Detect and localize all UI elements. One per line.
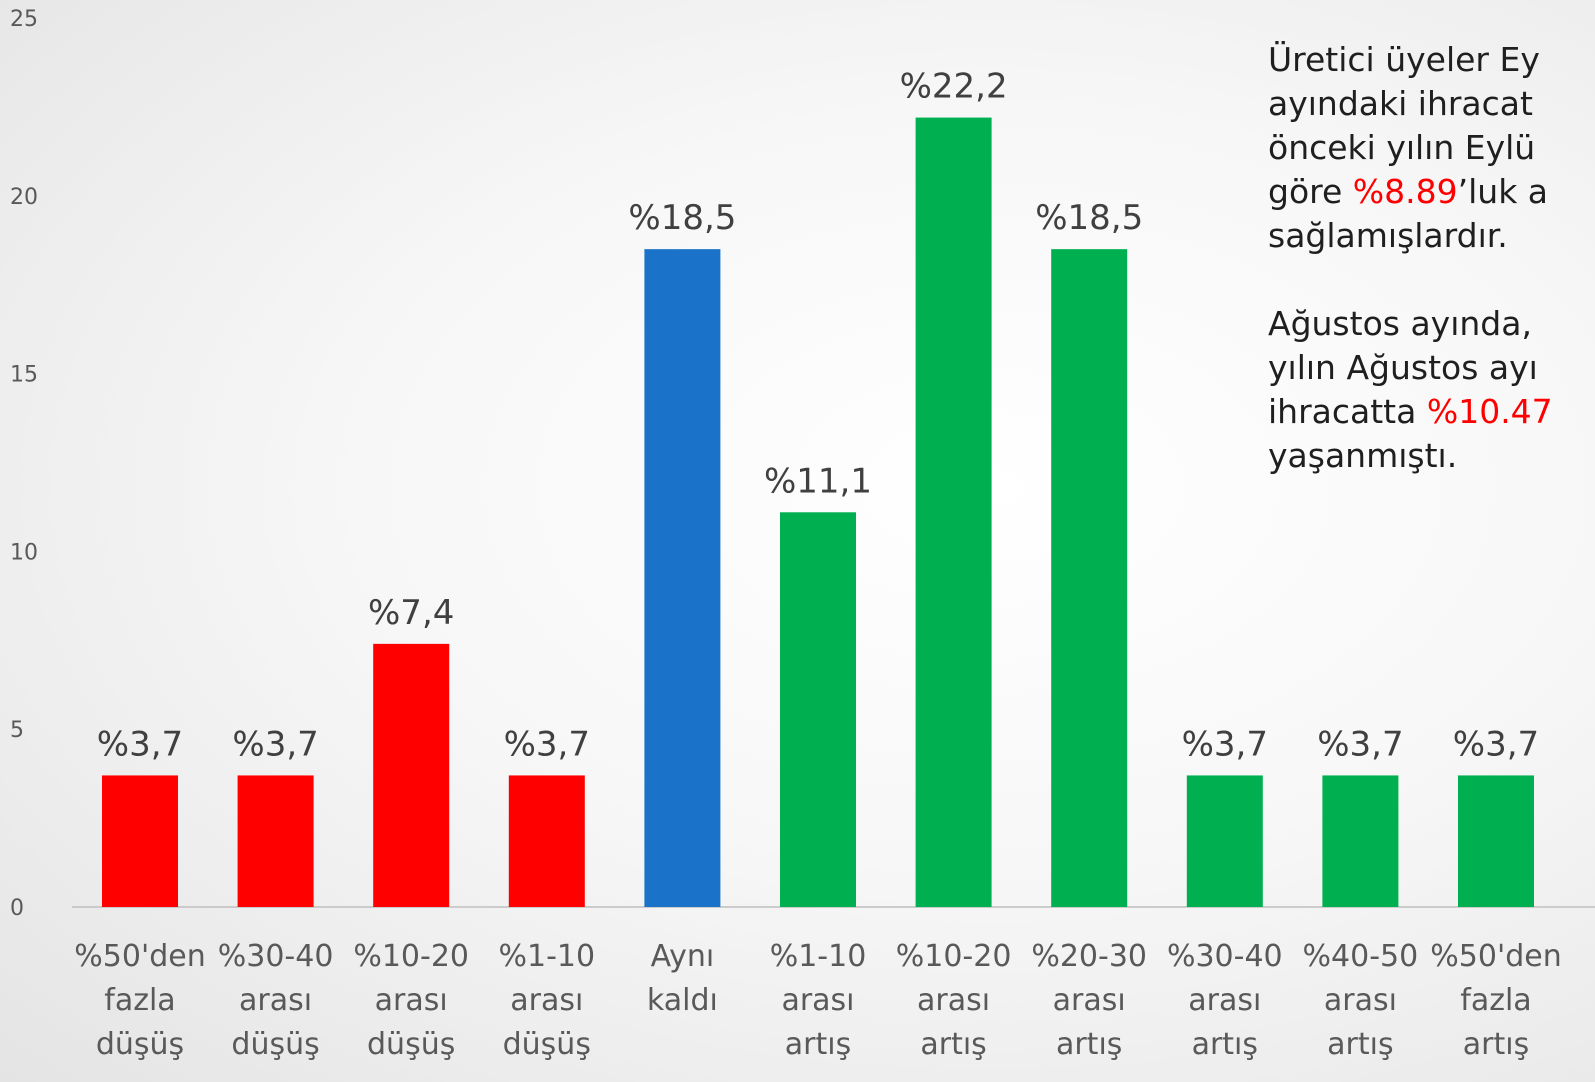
x-tick-label-line: arası bbox=[239, 983, 312, 1018]
x-tick-label-line: %10-20 bbox=[896, 939, 1012, 974]
data-label: %3,7 bbox=[1317, 724, 1403, 764]
bar bbox=[915, 117, 992, 908]
data-label: %18,5 bbox=[628, 198, 736, 238]
commentary-text: Üretici üyeler Ey ayındaki ihracat öncek… bbox=[1268, 38, 1595, 522]
x-tick-label-line: fazla bbox=[104, 983, 175, 1018]
x-tick-label-line: düşüş bbox=[503, 1027, 591, 1062]
x-tick-label: %30-40 arası düşüş bbox=[218, 939, 334, 1062]
data-label: %11,1 bbox=[764, 461, 872, 501]
bar bbox=[1322, 775, 1399, 907]
y-tick-label: 15 bbox=[10, 363, 38, 388]
data-label: %3,7 bbox=[504, 724, 590, 764]
x-tick-label-line: %40-50 bbox=[1303, 939, 1419, 974]
x-tick-label-line: %10-20 bbox=[353, 939, 469, 974]
note-p2-line1: Ağustos ayında, bbox=[1268, 304, 1532, 343]
bar bbox=[1458, 775, 1534, 907]
x-tick-label: %10-20 arası artış bbox=[896, 939, 1012, 1062]
x-tick-label-line: artış bbox=[920, 1027, 986, 1062]
x-tick-label-line: Aynı bbox=[651, 939, 715, 974]
bar bbox=[644, 249, 721, 907]
y-tick-label: 10 bbox=[10, 540, 38, 565]
x-tick-label: %1-10 arası düşüş bbox=[499, 939, 596, 1062]
note-p1-line2: ayındaki ihracat bbox=[1268, 84, 1533, 123]
x-tick-label: %50'den fazla artış bbox=[1430, 939, 1561, 1062]
data-label: %3,7 bbox=[97, 724, 183, 764]
x-tick-label-line: artış bbox=[1192, 1027, 1258, 1062]
x-tick-label-line: %20-30 bbox=[1031, 939, 1147, 974]
x-tick-label-line: %50'den bbox=[74, 939, 205, 974]
note-p2-highlight: %10.47 bbox=[1426, 392, 1553, 431]
x-tick-label-line: arası bbox=[1053, 983, 1126, 1018]
bar bbox=[1051, 249, 1128, 907]
x-tick-label: %1-10 arası artış bbox=[770, 939, 867, 1062]
note-p1-line1: Üretici üyeler Ey bbox=[1268, 40, 1540, 79]
x-tick-label-line: %1-10 bbox=[770, 939, 867, 974]
data-label: %18,5 bbox=[1035, 198, 1143, 238]
x-tick-label: %20-30 arası artış bbox=[1031, 939, 1147, 1062]
x-tick-label: %50'den fazla düşüş bbox=[74, 939, 205, 1062]
x-tick-label-line: kaldı bbox=[647, 983, 718, 1018]
x-tick-label-line: arası bbox=[917, 983, 990, 1018]
bar bbox=[508, 775, 585, 907]
x-tick-label-line: arası bbox=[781, 983, 854, 1018]
bar bbox=[780, 512, 856, 907]
note-p1-line5: sağlamışlardır. bbox=[1268, 216, 1508, 255]
note-p2-line2: yılın Ağustos ayı bbox=[1268, 348, 1538, 387]
data-label: %3,7 bbox=[1453, 724, 1539, 764]
x-tick-label-line: artış bbox=[1463, 1027, 1529, 1062]
x-tick-label: Aynı kaldı bbox=[647, 939, 718, 1018]
y-tick-label: 5 bbox=[10, 718, 24, 743]
x-tick-label-line: artış bbox=[785, 1027, 851, 1062]
x-tick-label-line: fazla bbox=[1460, 983, 1531, 1018]
x-tick-label-line: arası bbox=[1324, 983, 1397, 1018]
commentary-paragraph-1: Üretici üyeler Ey ayındaki ihracat öncek… bbox=[1268, 38, 1595, 258]
note-p1-highlight: %8.89 bbox=[1352, 172, 1458, 211]
y-tick-label: 25 bbox=[10, 7, 38, 32]
x-tick-label-line: düşüş bbox=[96, 1027, 184, 1062]
x-tick-label-line: arası bbox=[375, 983, 448, 1018]
note-p1-line4-before: göre bbox=[1268, 172, 1353, 211]
note-p1-line4-after: ’luk a bbox=[1457, 172, 1549, 211]
x-tick-label-line: arası bbox=[510, 983, 583, 1018]
x-tick-label: %10-20 arası düşüş bbox=[353, 939, 469, 1062]
y-tick-label: 20 bbox=[10, 185, 38, 210]
bar bbox=[373, 643, 450, 907]
x-tick-label-line: %1-10 bbox=[499, 939, 596, 974]
x-tick-label-line: %50'den bbox=[1430, 939, 1561, 974]
x-tick-label-line: arası bbox=[1188, 983, 1261, 1018]
note-p1-line3: önceki yılın Eylü bbox=[1268, 128, 1536, 167]
note-p2-line4: yaşanmıştı. bbox=[1268, 436, 1458, 475]
x-tick-label-line: düşüş bbox=[367, 1027, 455, 1062]
x-tick-label-line: artış bbox=[1327, 1027, 1393, 1062]
data-label: %3,7 bbox=[232, 724, 318, 764]
bar bbox=[1186, 775, 1263, 907]
x-tick-label: %30-40 arası artış bbox=[1167, 939, 1283, 1062]
commentary-paragraph-2: Ağustos ayında, yılın Ağustos ayı ihraca… bbox=[1268, 302, 1595, 478]
note-p2-line3-before: ihracatta bbox=[1268, 392, 1427, 431]
data-label: %3,7 bbox=[1182, 724, 1268, 764]
data-label: %7,4 bbox=[368, 593, 454, 633]
x-tick-label-line: artış bbox=[1056, 1027, 1122, 1062]
y-tick-label: 0 bbox=[10, 896, 24, 921]
bar bbox=[102, 775, 178, 907]
x-tick-label: %40-50 arası artış bbox=[1303, 939, 1419, 1062]
x-tick-label-line: %30-40 bbox=[218, 939, 334, 974]
x-tick-label-line: %30-40 bbox=[1167, 939, 1283, 974]
x-tick-label-line: düşüş bbox=[231, 1027, 319, 1062]
data-label: %22,2 bbox=[900, 67, 1008, 107]
bar bbox=[237, 775, 314, 907]
